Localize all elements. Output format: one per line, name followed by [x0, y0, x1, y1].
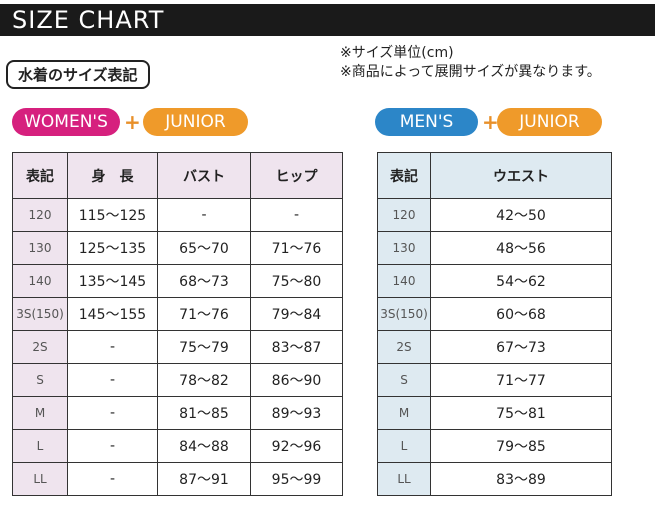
row: 2S 67～73	[377, 330, 612, 364]
cell: 67～73	[430, 330, 612, 364]
cell: 140	[12, 264, 68, 298]
cell: 81～85	[157, 396, 251, 430]
plus: +	[124, 110, 141, 134]
header-row: 表記 ウエスト	[377, 152, 612, 199]
note: ※商品によって展開サイズが異なります。	[340, 64, 601, 80]
row: M -81～85 89～93	[12, 396, 343, 430]
row: 3S(150) 60～68	[377, 297, 612, 331]
cell: -	[67, 462, 158, 496]
cell: -	[250, 198, 343, 232]
cell: 120	[377, 198, 431, 232]
row: 140 135～145 68～73 75～80	[12, 264, 343, 298]
cell: 71～77	[430, 363, 612, 397]
cell: -	[67, 330, 158, 364]
cell: 75～79	[157, 330, 251, 364]
cell: 2S	[12, 330, 68, 364]
cell: 130	[377, 231, 431, 265]
row: S -78～82 86～90	[12, 363, 343, 397]
cell: 83～87	[250, 330, 343, 364]
cell: 75～80	[250, 264, 343, 298]
men-table: 表記 ウエスト 120 42～50 130 48～56 140 54～62 3S(150) 60～…	[377, 152, 612, 496]
cell: 115～125	[67, 198, 158, 232]
cell: 54～62	[430, 264, 612, 298]
cell: 140	[377, 264, 431, 298]
cell: M	[377, 396, 431, 430]
cell: 120	[12, 198, 68, 232]
header-cell: バスト	[157, 152, 251, 199]
cell: S	[12, 363, 68, 397]
cell: LL	[12, 462, 68, 496]
cell: -	[157, 198, 251, 232]
title: SIZE CHART	[0, 4, 655, 36]
row: 2S -75～79 83～87	[12, 330, 343, 364]
cell: 3S(150)	[377, 297, 431, 331]
note: ※サイズ単位(cm)	[340, 45, 454, 61]
cell: 2S	[377, 330, 431, 364]
cell: 135～145	[67, 264, 158, 298]
women-table: 表記身 長バスト ヒップ 120 115～125- -130 125～135 65～70 71…	[12, 152, 343, 496]
cell: M	[12, 396, 68, 430]
row: 140 54～62	[377, 264, 612, 298]
header-cell: 表記	[377, 152, 431, 199]
row: 120 42～50	[377, 198, 612, 232]
cell: 130	[12, 231, 68, 265]
cell: L	[377, 429, 431, 463]
header-cell: 表記	[12, 152, 68, 199]
cell: 60～68	[430, 297, 612, 331]
cell: -	[67, 429, 158, 463]
cell: 3S(150)	[12, 297, 68, 331]
cell: 87～91	[157, 462, 251, 496]
row: LL 83～89	[377, 462, 612, 496]
cell: 75～81	[430, 396, 612, 430]
plus: +	[482, 110, 499, 134]
row: L -84～88 92～96	[12, 429, 343, 463]
row: M 75～81	[377, 396, 612, 430]
cell: 48～56	[430, 231, 612, 265]
section-label: 水着のサイズ表記	[6, 60, 150, 89]
cell: 92～96	[250, 429, 343, 463]
cell: 71～76	[157, 297, 251, 331]
badge: JUNIOR	[143, 108, 248, 136]
cell: 95～99	[250, 462, 343, 496]
cell: L	[12, 429, 68, 463]
cell: 86～90	[250, 363, 343, 397]
cell: 84～88	[157, 429, 251, 463]
row: 120 115～125- -	[12, 198, 343, 232]
cell: 68～73	[157, 264, 251, 298]
row: 3S(150) 145～155 71～76 79～84	[12, 297, 343, 331]
badge: WOMEN'S	[12, 108, 120, 136]
header-cell: ヒップ	[250, 152, 343, 199]
badge: MEN'S	[375, 108, 478, 136]
cell: 42～50	[430, 198, 612, 232]
badge: JUNIOR	[497, 108, 602, 136]
header-cell: 身 長	[67, 152, 158, 199]
row: LL -87～91 95～99	[12, 462, 343, 496]
cell: LL	[377, 462, 431, 496]
cell: 71～76	[250, 231, 343, 265]
cell: -	[67, 363, 158, 397]
header-cell: ウエスト	[430, 152, 612, 199]
cell: 89～93	[250, 396, 343, 430]
cell: 145～155	[67, 297, 158, 331]
row: L 79～85	[377, 429, 612, 463]
cell: 79～85	[430, 429, 612, 463]
row: 130 125～135 65～70 71～76	[12, 231, 343, 265]
cell: 78～82	[157, 363, 251, 397]
header-row: 表記身 長バスト ヒップ	[12, 152, 343, 199]
cell: 65～70	[157, 231, 251, 265]
row: S 71～77	[377, 363, 612, 397]
cell: 83～89	[430, 462, 612, 496]
row: 130 48～56	[377, 231, 612, 265]
cell: 79～84	[250, 297, 343, 331]
cell: -	[67, 396, 158, 430]
cell: S	[377, 363, 431, 397]
cell: 125～135	[67, 231, 158, 265]
